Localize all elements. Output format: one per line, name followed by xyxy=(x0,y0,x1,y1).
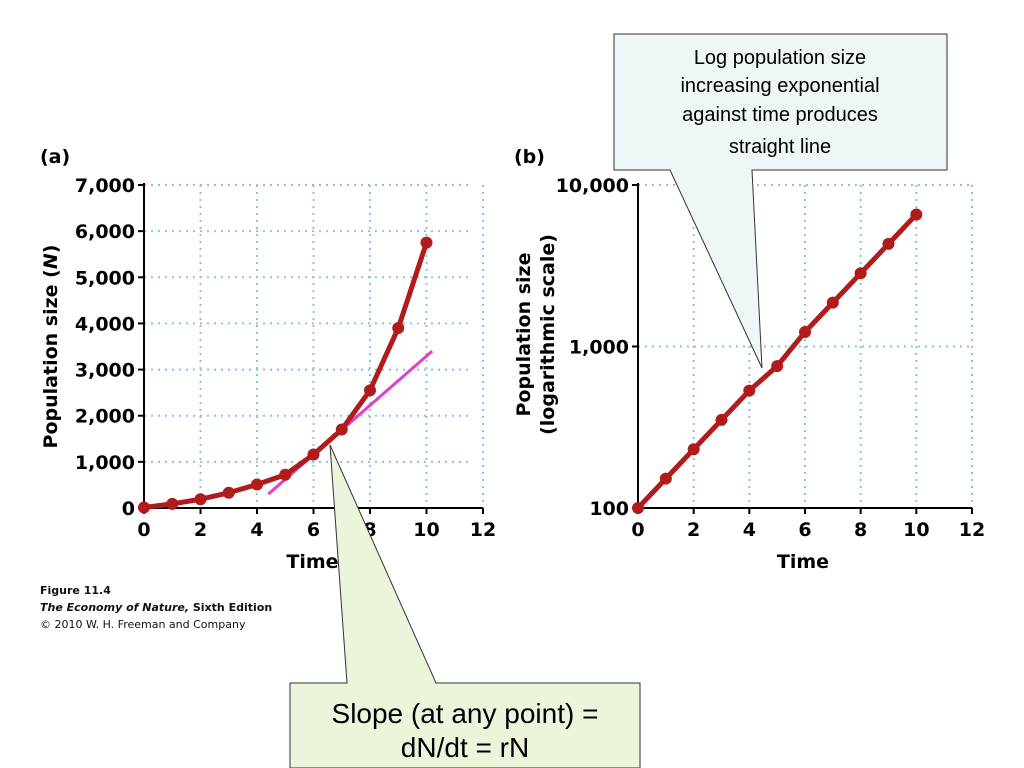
y-axis-label-line: (logarithmic scale) xyxy=(537,234,559,435)
y-tick-label: 7,000 xyxy=(75,175,135,197)
data-point xyxy=(659,472,672,485)
x-axis-label: Time xyxy=(286,551,338,573)
y-tick-label: 0 xyxy=(122,498,135,520)
x-tick-label: 4 xyxy=(250,519,263,541)
x-tick-label: 0 xyxy=(137,519,150,541)
y-tick-label: 5,000 xyxy=(75,267,135,289)
data-point xyxy=(307,448,320,461)
data-point xyxy=(335,423,348,436)
data-point xyxy=(882,237,895,250)
data-point xyxy=(279,468,292,481)
data-point xyxy=(799,325,811,338)
data-point xyxy=(632,502,644,514)
data-point xyxy=(364,384,376,397)
data-point xyxy=(743,384,756,397)
y-tick-label: 10,000 xyxy=(556,175,629,197)
data-point xyxy=(166,497,179,510)
data-point xyxy=(420,236,433,249)
data-point xyxy=(138,501,150,514)
callout-log-line-1: Log population size xyxy=(694,47,866,69)
y-tick-label: 1,000 xyxy=(569,337,629,359)
y-axis-label-line: Population size xyxy=(513,253,535,417)
panel-label: (b) xyxy=(514,146,545,168)
caption-book-title: The Economy of Nature, xyxy=(40,601,189,614)
chart-b: 0 2 4 6 8 10 12 100 1,000 10,000 Time Population si… xyxy=(513,146,985,573)
callout-slope-line-1: Slope (at any point) = xyxy=(332,698,599,729)
data-point xyxy=(194,493,207,506)
caption-edition-text: Sixth Edition xyxy=(189,601,272,614)
x-tick-label: 6 xyxy=(798,519,811,541)
data-point xyxy=(687,443,700,456)
caption-figure-number: Figure 11.4 xyxy=(40,584,111,597)
callout-slope: Slope (at any point) = dN/dt = rN xyxy=(289,444,641,768)
callout-slope-line-2: dN/dt = rN xyxy=(401,732,529,763)
data-point xyxy=(826,296,839,309)
x-tick-label: 10 xyxy=(903,519,929,541)
x-tick-label: 12 xyxy=(959,519,985,541)
data-point xyxy=(251,478,263,491)
figure-caption: Figure 11.4 The Economy of Nature, Sixth… xyxy=(40,584,272,631)
callout-log-line-3: against time produces xyxy=(682,104,878,126)
y-tick-label: 100 xyxy=(589,498,629,520)
caption-copyright: © 2010 W. H. Freeman and Company xyxy=(40,618,246,631)
x-tick-label: 10 xyxy=(413,519,439,541)
data-point xyxy=(392,322,405,335)
data-point xyxy=(771,360,784,373)
series-line xyxy=(143,241,429,511)
data-point xyxy=(715,413,728,426)
data-point xyxy=(910,208,923,221)
y-axis-label: Population size (N) xyxy=(40,245,62,449)
y-tick-label: 4,000 xyxy=(75,313,135,335)
callout-log-box xyxy=(613,33,948,369)
panel-label: (a) xyxy=(40,146,70,168)
y-tick-label: 3,000 xyxy=(75,360,135,382)
caption-edition: The Economy of Nature, Sixth Edition xyxy=(40,601,272,614)
chart-a: 0 2 4 6 8 10 1201,0002,0003,0004,0005,0006,000… xyxy=(40,146,496,573)
data-point xyxy=(222,486,235,499)
y-tick-label: 6,000 xyxy=(75,221,135,243)
x-tick-label: 2 xyxy=(194,519,207,541)
x-tick-label: 0 xyxy=(631,519,644,541)
data-point xyxy=(854,267,867,280)
callout-log-line-4: straight line xyxy=(729,136,831,158)
tangent-line xyxy=(267,349,434,496)
y-tick-label: 2,000 xyxy=(75,406,135,428)
x-tick-label: 12 xyxy=(470,519,496,541)
y-tick-label: 1,000 xyxy=(75,452,135,474)
callout-log: Log population size increasing exponenti… xyxy=(613,33,948,369)
x-axis-label: Time xyxy=(777,551,829,573)
callout-log-line-2: increasing exponential xyxy=(680,75,879,97)
callout-slope-box xyxy=(289,444,641,768)
x-tick-label: 6 xyxy=(307,519,320,541)
x-tick-label: 2 xyxy=(687,519,700,541)
x-tick-label: 8 xyxy=(854,519,867,541)
x-tick-label: 4 xyxy=(743,519,756,541)
